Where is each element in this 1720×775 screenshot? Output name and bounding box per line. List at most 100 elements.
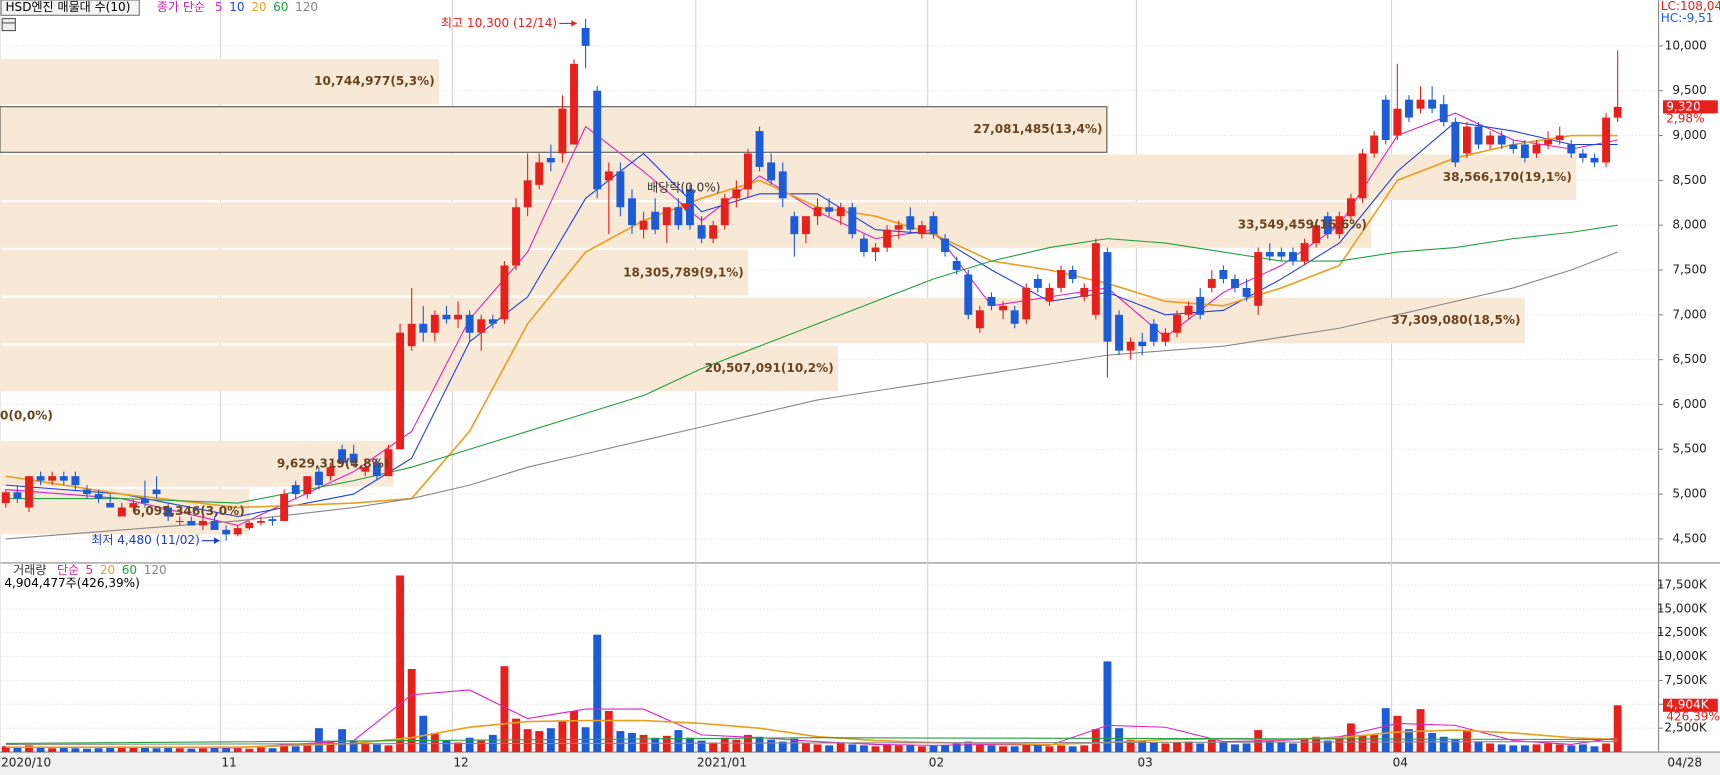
candle-body — [1265, 252, 1274, 257]
candle-body — [1555, 135, 1564, 141]
ma-line — [5, 112, 1618, 527]
candle-body — [1358, 153, 1367, 199]
volume-bar — [1428, 732, 1437, 753]
title-box[interactable] — [0, 0, 140, 16]
candle-body — [1312, 225, 1321, 244]
volume-bar — [465, 737, 474, 753]
volume-bar — [1068, 746, 1077, 753]
candle-body — [535, 162, 544, 185]
candle-body — [859, 238, 868, 253]
volume-y-tick-label: 10,000K — [1657, 649, 1708, 663]
volume-bar — [987, 745, 996, 753]
volume-bar — [500, 666, 509, 753]
volume-bar — [1138, 740, 1147, 753]
ma-legend-entry: 20 — [251, 0, 266, 14]
volume-bar — [1544, 743, 1553, 753]
volume-bar — [326, 742, 335, 753]
candle-body — [767, 162, 776, 181]
volume-bar — [407, 669, 416, 753]
candle-body — [558, 108, 567, 154]
ma-legend-entry: 120 — [295, 0, 318, 14]
candle-body — [13, 492, 22, 499]
candle-body — [593, 90, 602, 190]
candle-body — [546, 157, 555, 163]
volume-bar — [36, 747, 45, 753]
profile-label: 38,566,170(19,1%) — [1443, 170, 1572, 184]
volume-bar — [1265, 740, 1274, 753]
volume-bar — [1497, 744, 1506, 753]
volume-bar — [256, 747, 265, 753]
volume-bar — [1567, 745, 1576, 753]
candle-body — [1254, 252, 1263, 306]
profile-label: 0(0,0%) — [0, 409, 53, 423]
candle-body — [1138, 341, 1147, 347]
ex-dividend-marker — [680, 203, 692, 211]
candle-body — [1103, 252, 1112, 342]
x-tick-label: 2020/10 — [1, 755, 51, 769]
volume-bar — [1161, 743, 1170, 753]
y-tick-label: 10,000 — [1665, 38, 1707, 52]
volume-bar — [1080, 745, 1089, 753]
volume-ma-line — [5, 737, 1618, 744]
candle-body — [198, 520, 207, 526]
low-arrow-head — [214, 537, 220, 544]
candle-body — [256, 520, 265, 523]
ma-line — [5, 121, 1618, 518]
candle-body — [720, 198, 729, 226]
volume-ma-legend-entry: 60 — [122, 563, 137, 577]
volume-bar — [593, 634, 602, 753]
candle-body — [1509, 144, 1518, 149]
candle-body — [1010, 310, 1019, 324]
candle-body — [141, 498, 149, 504]
volume-bar — [836, 743, 845, 753]
candle-body — [1242, 287, 1251, 297]
volume-bar — [1149, 742, 1158, 753]
candle-body — [1393, 108, 1402, 136]
volume-bar — [790, 738, 799, 753]
volume-bar — [152, 748, 161, 753]
volume-bar — [349, 740, 358, 753]
volume-bar — [941, 745, 950, 753]
candle-body — [1323, 216, 1332, 235]
volume-bar — [570, 711, 578, 753]
volume-bar — [535, 731, 544, 753]
volume-ma-line — [5, 689, 1618, 749]
last-volume-label: 4,904K — [1666, 698, 1710, 712]
volume-bar — [187, 748, 196, 753]
y-tick-label: 5,000 — [1672, 487, 1707, 501]
volume-bar — [1242, 743, 1251, 753]
y-tick-label: 7,500 — [1672, 263, 1707, 277]
y-tick-label: 6,000 — [1672, 397, 1707, 411]
volume-bar — [848, 744, 857, 753]
volume-bar — [442, 740, 451, 753]
candle-body — [396, 332, 405, 450]
candle-body — [674, 207, 683, 226]
volume-bar — [859, 745, 868, 753]
profile-bar — [0, 154, 1577, 201]
calendar-icon[interactable] — [1, 18, 16, 32]
ma-line — [5, 134, 1618, 509]
candle-body — [94, 494, 103, 499]
candle-body — [245, 522, 254, 529]
candle-body — [1381, 99, 1390, 141]
x-tick-label: 11 — [221, 755, 236, 769]
volume-bar — [1590, 746, 1599, 753]
candle-body — [152, 489, 161, 495]
volume-bar — [1, 746, 10, 753]
candle-body — [1520, 144, 1529, 158]
volume-bar — [1555, 744, 1564, 753]
candle-body — [1149, 323, 1158, 342]
volume-bar — [1219, 742, 1228, 753]
candle-body — [813, 207, 822, 217]
volume-bar — [825, 745, 834, 753]
volume-bar — [778, 741, 787, 753]
candle-body — [1045, 287, 1054, 302]
volume-title: 거래량 — [13, 563, 46, 577]
volume-bar — [1613, 705, 1622, 753]
volume-bar — [523, 729, 532, 753]
volume-bar — [604, 711, 613, 753]
volume-bar — [430, 732, 439, 753]
candle-body — [616, 171, 625, 208]
candle-body — [778, 171, 787, 199]
